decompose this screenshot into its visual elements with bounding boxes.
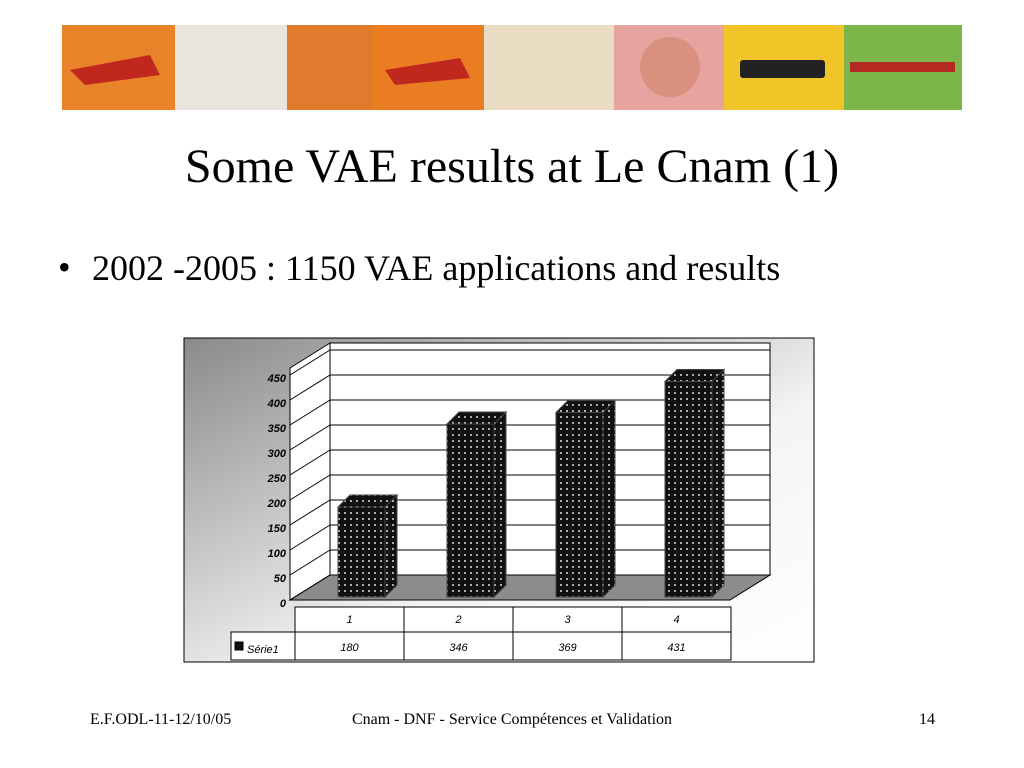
bar-side xyxy=(711,368,725,599)
x-tick-label: 1 xyxy=(346,614,352,626)
y-tick-label: 300 xyxy=(268,448,287,460)
y-tick-label: 100 xyxy=(268,548,287,560)
value-label: 369 xyxy=(558,642,576,654)
page-number: 14 xyxy=(919,711,935,728)
bar xyxy=(664,381,713,598)
bar-side xyxy=(493,410,507,599)
grid-line xyxy=(289,574,331,601)
grid-line xyxy=(289,349,331,376)
x-tick-label: 3 xyxy=(564,614,571,626)
grid-line xyxy=(289,424,331,451)
y-tick-label: 150 xyxy=(268,523,287,535)
y-tick-label: 200 xyxy=(267,498,287,510)
value-label: 180 xyxy=(340,642,359,654)
grid-line xyxy=(289,499,331,526)
x-tick-label: 4 xyxy=(673,614,679,626)
bullet-marker: • xyxy=(58,247,71,287)
bar-side xyxy=(602,399,616,599)
bar xyxy=(555,412,604,598)
slide-title: Some VAE results at Le Cnam (1) xyxy=(185,140,839,193)
legend-label: Série1 xyxy=(247,644,279,656)
bar xyxy=(337,506,386,598)
y-tick-label: 450 xyxy=(267,373,287,385)
bar-side xyxy=(384,493,398,599)
legend-swatch xyxy=(234,641,244,651)
y-tick-label: 350 xyxy=(268,423,287,435)
grid-line xyxy=(289,549,331,576)
bar xyxy=(446,423,495,598)
footer-left: E.F.ODL-11-12/10/05 xyxy=(90,711,231,728)
y-tick-label: 0 xyxy=(280,598,287,610)
footer-center: Cnam - DNF - Service Compétences et Vali… xyxy=(352,711,672,728)
grid-line xyxy=(289,399,331,426)
y-tick-label: 50 xyxy=(274,573,287,585)
bullet-text: 2002 -2005 : 1150 VAE applications and r… xyxy=(92,248,780,288)
grid-line xyxy=(289,524,331,551)
x-tick-label: 2 xyxy=(454,614,461,626)
y-tick-label: 250 xyxy=(267,473,287,485)
grid-line xyxy=(289,449,331,476)
value-label: 431 xyxy=(667,642,685,654)
grid-line xyxy=(289,374,331,401)
grid-line xyxy=(289,474,331,501)
banner xyxy=(62,25,962,110)
value-label: 346 xyxy=(449,642,468,654)
y-tick-label: 400 xyxy=(267,398,287,410)
